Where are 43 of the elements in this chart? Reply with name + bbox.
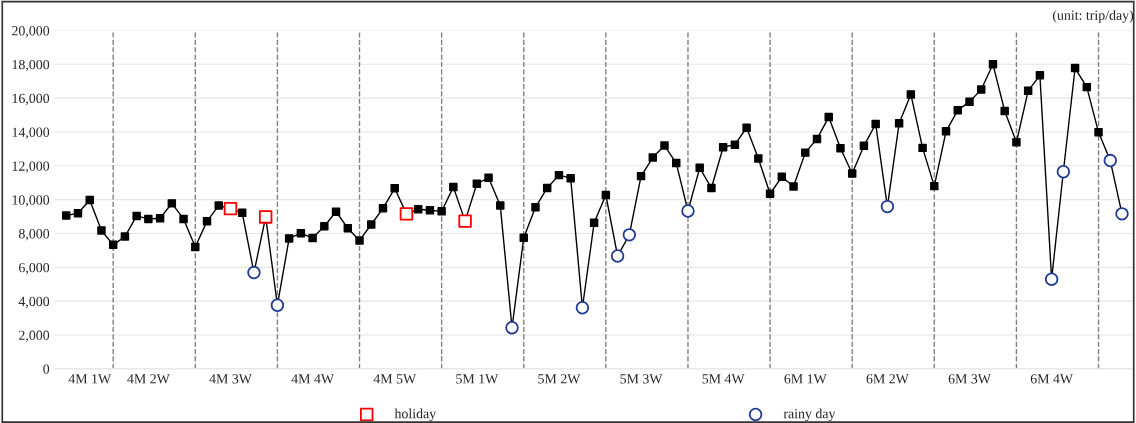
y-tick-label: 2,000 — [19, 330, 50, 342]
y-tick-label: 8,000 — [18, 229, 50, 241]
point — [681, 204, 695, 218]
point — [505, 321, 519, 335]
x-tick-label: 4M 3W — [209, 374, 252, 384]
legend-label: holiday — [394, 408, 437, 422]
y-tick-label: 14,000 — [12, 127, 50, 139]
x-tick-label: 6M 1W — [784, 374, 827, 384]
y-tick-label: 18,000 — [12, 59, 50, 72]
point — [258, 210, 273, 224]
point — [1115, 207, 1129, 221]
point — [1044, 272, 1059, 286]
x-tick-label: 5M 4W — [702, 374, 745, 384]
x-tick-label: 5M 3W — [620, 374, 663, 384]
point — [880, 199, 895, 214]
point — [1103, 153, 1117, 168]
y-tick-label: 20,000 — [12, 26, 50, 38]
text: (unit: trip/day) — [1052, 10, 1134, 23]
x-tick-label: 4M 5W — [373, 374, 417, 384]
x-tick-label: 4M 2W — [127, 374, 170, 384]
point — [610, 249, 625, 263]
y-tick-label: 12,000 — [12, 161, 50, 173]
point — [399, 207, 414, 221]
point — [575, 301, 590, 315]
point — [622, 228, 637, 242]
x-tick-label: 6M 2W — [866, 374, 909, 384]
y-tick-label: 16,000 — [12, 93, 50, 106]
x-tick-label: 5M 2W — [538, 374, 581, 384]
point — [1056, 165, 1071, 179]
y-tick-label: 4,000 — [18, 296, 50, 309]
legend-label: rainy day — [783, 408, 836, 422]
x-tick-label: 4M 1W — [68, 374, 112, 384]
y-tick-label: 0 — [43, 364, 50, 374]
point — [458, 214, 472, 228]
point — [223, 201, 238, 216]
x-tick-label: 4M 4W — [291, 374, 334, 384]
point — [247, 265, 261, 280]
x-tick-label: 5M 1W — [456, 374, 499, 384]
y-tick-label: 6,000 — [19, 262, 50, 275]
y-tick-label: 10,000 — [12, 195, 50, 207]
point — [270, 298, 285, 312]
x-tick-label: 6M 4W — [1030, 374, 1073, 384]
x-tick-label: 6M 3W — [948, 374, 991, 384]
